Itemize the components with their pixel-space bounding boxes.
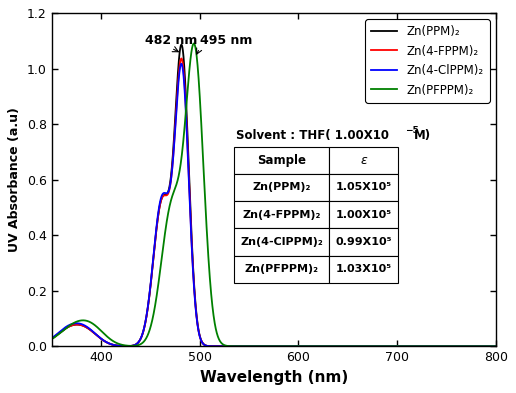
Zn(PPM)₂	[49, 336, 55, 341]
Text: Zn(4-FPPM)₂: Zn(4-FPPM)₂	[243, 210, 320, 220]
Text: 1.05X10⁵: 1.05X10⁵	[335, 182, 392, 193]
Zn(PPM)₂	[219, 344, 225, 349]
Text: Sample: Sample	[257, 154, 306, 167]
Text: ε: ε	[360, 154, 367, 167]
Zn(4-FPPM)₂	[484, 344, 490, 349]
Zn(4-ClPPM)₂	[238, 344, 245, 349]
Zn(4-FPPM)₂	[238, 344, 245, 349]
Zn(4-FPPM)₂	[219, 344, 225, 349]
Bar	[329, 147, 398, 174]
Bar	[234, 256, 329, 283]
Zn(4-ClPPM)₂	[49, 336, 55, 341]
Line: Zn(4-FPPM)₂: Zn(4-FPPM)₂	[52, 59, 496, 346]
Text: −5: −5	[405, 126, 418, 135]
Bar	[329, 256, 398, 283]
Zn(4-FPPM)₂	[436, 344, 442, 349]
Text: Solvent : THF( 1.00X10: Solvent : THF( 1.00X10	[236, 129, 389, 141]
Zn(4-FPPM)₂	[179, 56, 185, 61]
Zn(PPM)₂	[238, 344, 245, 349]
Zn(PPM)₂	[125, 344, 132, 349]
Zn(4-ClPPM)₂	[125, 344, 132, 349]
Bar	[329, 201, 398, 228]
Text: 482 nm: 482 nm	[145, 34, 197, 47]
Zn(PPM)₂	[99, 337, 105, 342]
Legend: Zn(PPM)₂, Zn(4-FPPM)₂, Zn(4-ClPPM)₂, Zn(PFPPM)₂: Zn(PPM)₂, Zn(4-FPPM)₂, Zn(4-ClPPM)₂, Zn(…	[365, 19, 490, 103]
Zn(PFPPM)₂	[238, 344, 245, 349]
Zn(PFPPM)₂	[493, 344, 499, 349]
Bar	[234, 228, 329, 256]
Zn(PFPPM)₂	[99, 330, 105, 334]
Y-axis label: UV Absorbance (a.u): UV Absorbance (a.u)	[8, 107, 21, 252]
Zn(PFPPM)₂	[436, 344, 442, 349]
Zn(4-ClPPM)₂	[219, 344, 225, 349]
Zn(4-ClPPM)₂	[484, 344, 490, 349]
Zn(PFPPM)₂	[125, 343, 132, 348]
Line: Zn(PFPPM)₂: Zn(PFPPM)₂	[52, 44, 496, 346]
Zn(PFPPM)₂	[49, 337, 55, 342]
Zn(4-FPPM)₂	[125, 344, 132, 349]
Line: Zn(4-ClPPM)₂: Zn(4-ClPPM)₂	[52, 64, 496, 346]
Zn(PPM)₂	[436, 344, 442, 349]
Text: 495 nm: 495 nm	[200, 34, 252, 47]
Bar	[329, 174, 398, 201]
Text: M): M)	[413, 129, 431, 141]
Text: Zn(PFPPM)₂: Zn(PFPPM)₂	[245, 264, 318, 274]
Text: 0.99X10⁵: 0.99X10⁵	[335, 237, 392, 247]
Zn(4-ClPPM)₂	[99, 337, 105, 342]
Bar	[329, 228, 398, 256]
Text: Zn(4-ClPPM)₂: Zn(4-ClPPM)₂	[240, 237, 323, 247]
Zn(4-ClPPM)₂	[493, 344, 499, 349]
Zn(PPM)₂	[484, 344, 490, 349]
Text: 1.00X10⁵: 1.00X10⁵	[335, 210, 392, 220]
Zn(4-ClPPM)₂	[178, 61, 184, 66]
Zn(PFPPM)₂	[219, 342, 225, 346]
Zn(4-FPPM)₂	[49, 336, 55, 341]
Bar	[234, 147, 329, 174]
Zn(PPM)₂	[179, 42, 185, 47]
Line: Zn(PPM)₂: Zn(PPM)₂	[52, 45, 496, 346]
Text: Zn(PPM)₂: Zn(PPM)₂	[252, 182, 311, 193]
Bar	[234, 174, 329, 201]
Zn(4-ClPPM)₂	[436, 344, 442, 349]
Zn(PFPPM)₂	[484, 344, 490, 349]
X-axis label: Wavelength (nm): Wavelength (nm)	[200, 370, 348, 385]
Zn(PPM)₂	[493, 344, 499, 349]
Zn(4-FPPM)₂	[493, 344, 499, 349]
Text: 1.03X10⁵: 1.03X10⁵	[335, 264, 392, 274]
Zn(4-FPPM)₂	[99, 337, 105, 342]
Zn(PFPPM)₂	[191, 41, 197, 46]
Bar	[234, 201, 329, 228]
